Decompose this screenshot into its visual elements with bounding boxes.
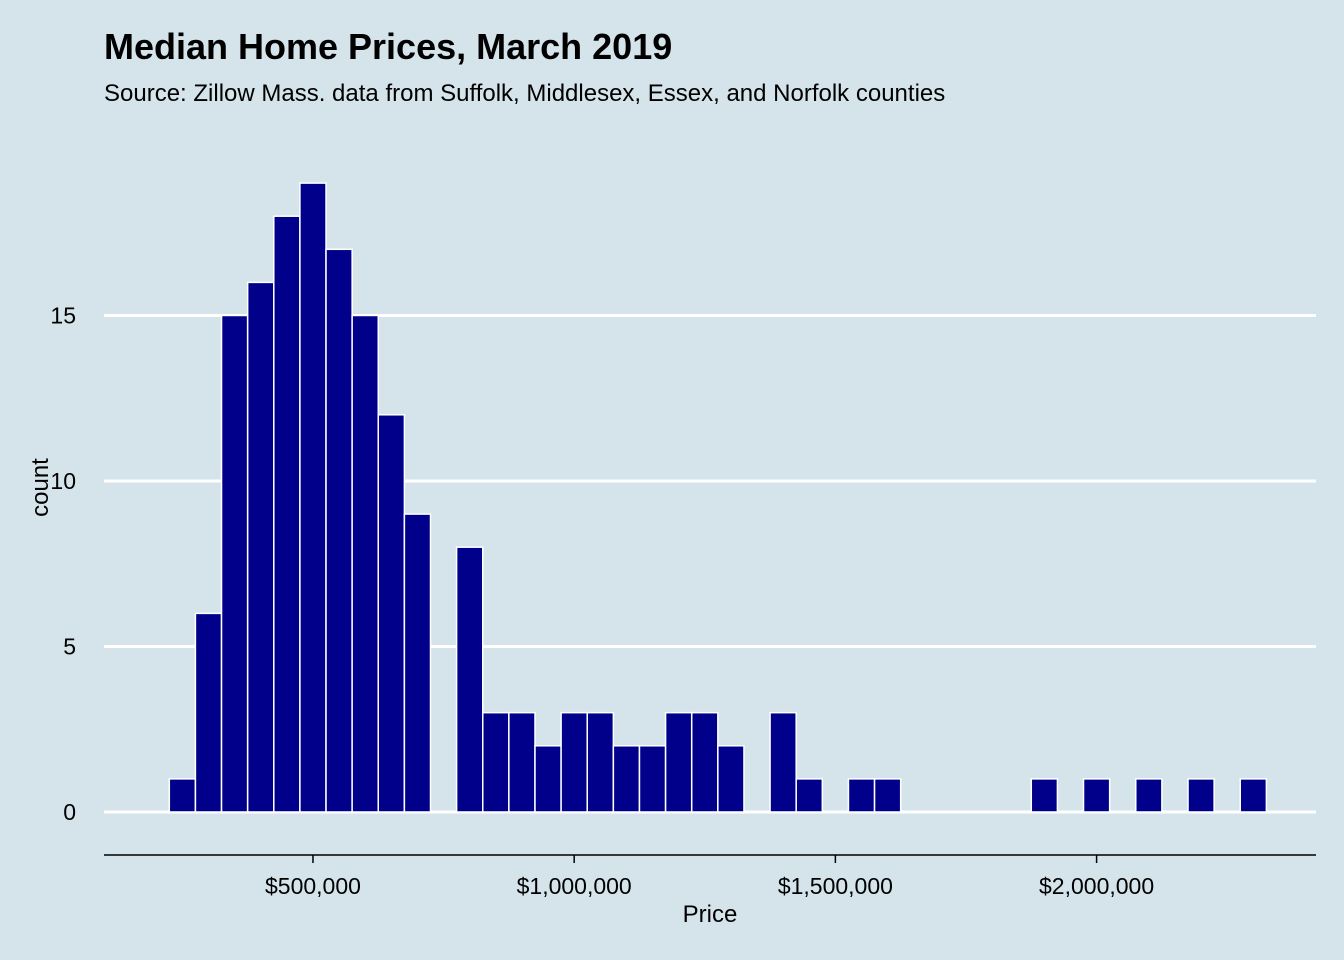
histogram-bar [586, 711, 615, 813]
y-tick-label: 15 [50, 302, 76, 328]
x-axis-ticks: $500,000 $1,000,000 $1,500,000 $2,000,000 [265, 855, 1154, 899]
histogram-bar [508, 711, 536, 813]
x-tick-label: $500,000 [265, 873, 361, 899]
histogram-bar [717, 745, 745, 813]
y-tick-label: 10 [50, 468, 76, 494]
histogram-bar [194, 612, 223, 813]
histogram-bar [1187, 778, 1215, 813]
histogram-bar [482, 711, 510, 813]
y-axis-title: count [27, 458, 54, 517]
histogram-bar [1239, 778, 1268, 813]
histogram-bar [403, 513, 432, 813]
x-tick-label: $1,000,000 [517, 873, 632, 899]
histogram-bar [273, 215, 301, 813]
x-axis-title: Price [683, 901, 738, 928]
histogram-bar [638, 745, 667, 813]
x-tick-label: $2,000,000 [1039, 873, 1154, 899]
histogram-bar [377, 414, 406, 813]
histogram-bar [1135, 778, 1163, 813]
x-tick-label: $1,500,000 [778, 873, 893, 899]
histogram-bar [351, 314, 380, 813]
histogram-bar [246, 281, 275, 813]
histogram-bars [168, 182, 1268, 813]
histogram-bar [1030, 778, 1059, 813]
histogram-bar [220, 314, 249, 813]
histogram-bar [534, 745, 562, 813]
histogram-bar [455, 546, 484, 813]
chart-subtitle: Source: Zillow Mass. data from Suffolk, … [104, 80, 946, 107]
y-tick-label: 0 [63, 799, 76, 825]
histogram-bar [769, 711, 797, 813]
histogram-bar [664, 711, 693, 813]
y-axis-ticks: 0 5 10 15 [50, 302, 76, 824]
histogram-bar [612, 745, 641, 813]
histogram-bar [873, 778, 902, 813]
histogram-bar [847, 778, 876, 813]
chart-title: Median Home Prices, March 2019 [104, 26, 673, 67]
y-tick-label: 5 [63, 633, 76, 659]
histogram-bar [299, 182, 327, 813]
histogram-bar [168, 778, 197, 813]
histogram-bar [690, 711, 719, 813]
histogram-bar [1082, 778, 1111, 813]
histogram-bar [560, 711, 588, 813]
histogram-bar [795, 778, 824, 813]
histogram-bar [325, 248, 353, 813]
